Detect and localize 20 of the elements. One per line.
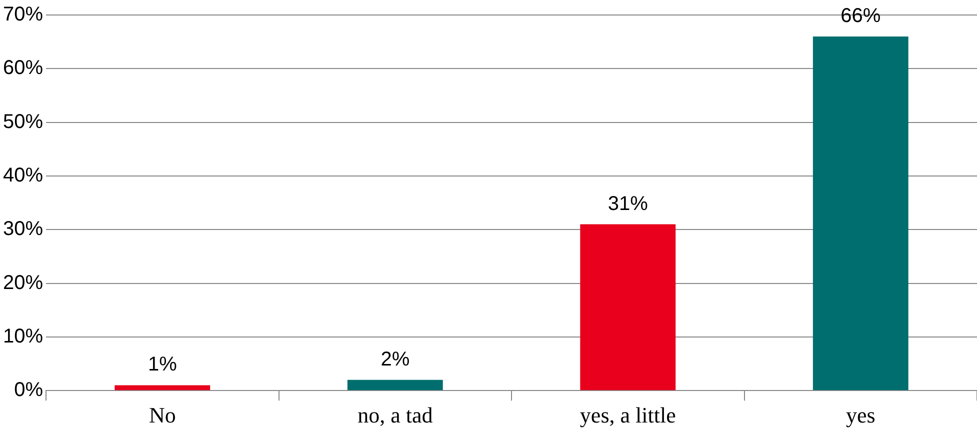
data-label: 1% xyxy=(148,354,178,376)
x-tick-label: No xyxy=(148,402,176,428)
bar xyxy=(580,224,676,390)
x-tick-label: yes xyxy=(846,402,876,428)
y-tick-label: 60% xyxy=(3,57,44,80)
x-tick-label: yes, a little xyxy=(580,402,676,428)
y-tick-label: 50% xyxy=(3,110,44,133)
data-label: 2% xyxy=(380,348,410,370)
bar xyxy=(347,380,443,390)
data-label: 31% xyxy=(608,192,648,215)
bar xyxy=(812,36,908,390)
y-tick-label: 70% xyxy=(3,4,44,26)
y-tick-label: 0% xyxy=(14,379,44,402)
x-tick-label: no, a tad xyxy=(358,402,433,428)
bar xyxy=(114,385,210,390)
y-tick-label: 10% xyxy=(3,325,44,348)
y-tick-label: 30% xyxy=(3,218,44,240)
y-tick-label: 40% xyxy=(3,164,44,186)
data-label: 66% xyxy=(840,4,881,27)
y-tick-label: 20% xyxy=(3,272,44,294)
